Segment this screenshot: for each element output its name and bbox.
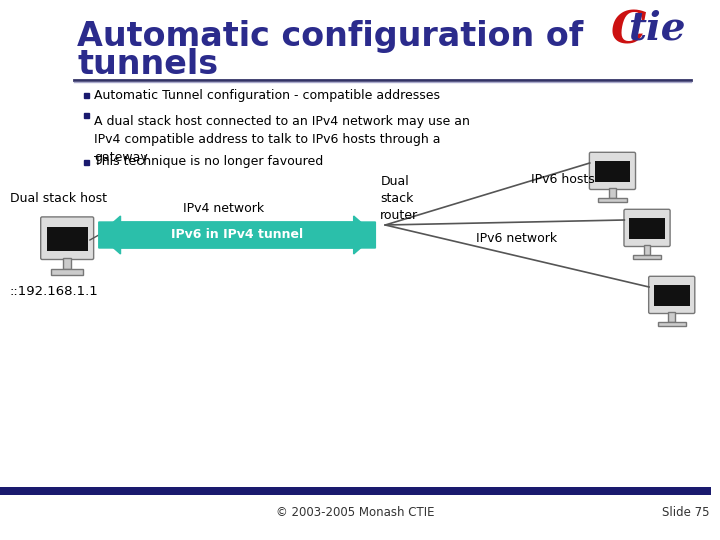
Bar [598,198,626,202]
Text: This technique is no longer favoured: This technique is no longer favoured [94,156,323,168]
Bar [84,159,89,165]
Bar [0,487,711,495]
Text: IPv6 network: IPv6 network [476,232,557,245]
Bar [657,321,686,326]
Bar [51,269,84,274]
Text: IPv4 network: IPv4 network [183,202,264,215]
Text: Dual
stack
router: Dual stack router [380,175,418,222]
Bar [633,254,661,259]
Bar [84,92,89,98]
Bar [644,245,650,254]
Text: Automatic configuration of: Automatic configuration of [77,20,583,53]
Text: IPv6 hosts: IPv6 hosts [531,173,595,186]
FancyBboxPatch shape [624,210,670,246]
FancyArrow shape [99,216,375,254]
Bar [654,286,690,306]
Text: Automatic Tunnel configuration - compatible addresses: Automatic Tunnel configuration - compati… [94,89,440,102]
Text: © 2003-2005 Monash CTIE: © 2003-2005 Monash CTIE [276,505,435,518]
Bar [629,218,665,239]
FancyBboxPatch shape [590,152,636,190]
FancyBboxPatch shape [41,217,94,260]
Text: IPv6 in IPv4 tunnel: IPv6 in IPv4 tunnel [171,228,303,241]
Bar [595,161,630,183]
Text: tunnels: tunnels [77,48,218,81]
Bar [84,112,89,118]
Bar [47,227,88,252]
Text: ::192.168.1.1: ::192.168.1.1 [10,285,99,298]
Bar [63,258,71,269]
Bar [668,312,675,321]
Bar [609,188,616,198]
Text: Dual stack host: Dual stack host [10,192,107,205]
Text: tie: tie [629,10,685,48]
Text: A dual stack host connected to an IPv4 network may use an
IPv4 compatible addres: A dual stack host connected to an IPv4 n… [94,115,469,164]
Text: Slide 75: Slide 75 [662,505,709,518]
Text: C: C [611,10,646,53]
FancyBboxPatch shape [649,276,695,314]
FancyArrow shape [99,216,375,254]
